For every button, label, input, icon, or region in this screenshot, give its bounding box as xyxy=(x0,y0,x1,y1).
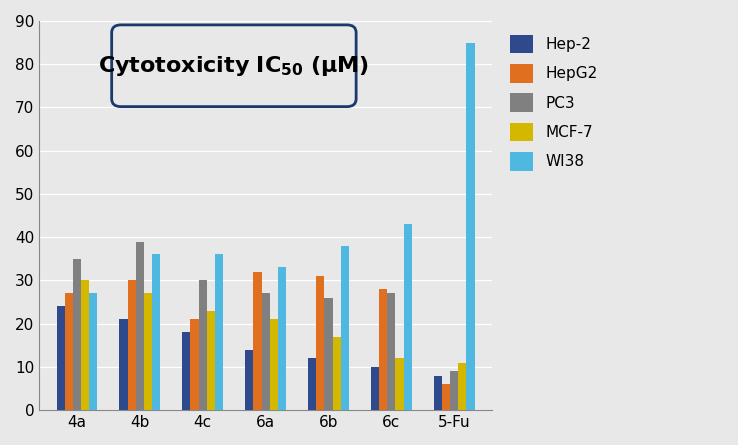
Bar xyxy=(387,293,396,410)
Bar xyxy=(379,289,387,410)
Bar xyxy=(65,293,73,410)
Bar xyxy=(57,306,65,410)
Bar xyxy=(325,298,333,410)
Bar xyxy=(215,255,223,410)
Bar xyxy=(371,367,379,410)
Bar xyxy=(89,293,97,410)
Bar xyxy=(199,280,207,410)
Bar xyxy=(442,384,450,410)
Bar xyxy=(341,246,349,410)
Bar xyxy=(308,358,316,410)
Bar xyxy=(245,350,253,410)
Bar xyxy=(81,280,89,410)
Bar xyxy=(466,43,475,410)
Bar xyxy=(450,371,458,410)
Bar xyxy=(207,311,215,410)
Bar xyxy=(190,320,199,410)
Bar xyxy=(269,320,277,410)
Bar xyxy=(316,276,325,410)
FancyBboxPatch shape xyxy=(111,25,356,107)
Bar xyxy=(182,332,190,410)
Bar xyxy=(152,255,160,410)
Bar xyxy=(128,280,136,410)
Bar xyxy=(458,363,466,410)
Bar xyxy=(434,376,442,410)
Bar xyxy=(144,293,152,410)
Bar xyxy=(73,259,81,410)
Text: $\mathbf{Cytotoxicity\ IC_{50}\ (\mu M)}$: $\mathbf{Cytotoxicity\ IC_{50}\ (\mu M)}… xyxy=(98,54,370,78)
Bar xyxy=(396,358,404,410)
Bar xyxy=(277,267,286,410)
Legend: Hep-2, HepG2, PC3, MCF-7, WI38: Hep-2, HepG2, PC3, MCF-7, WI38 xyxy=(504,28,604,177)
Bar xyxy=(136,242,144,410)
Bar xyxy=(333,336,341,410)
Bar xyxy=(404,224,412,410)
Bar xyxy=(120,320,128,410)
Bar xyxy=(253,272,261,410)
Bar xyxy=(261,293,269,410)
